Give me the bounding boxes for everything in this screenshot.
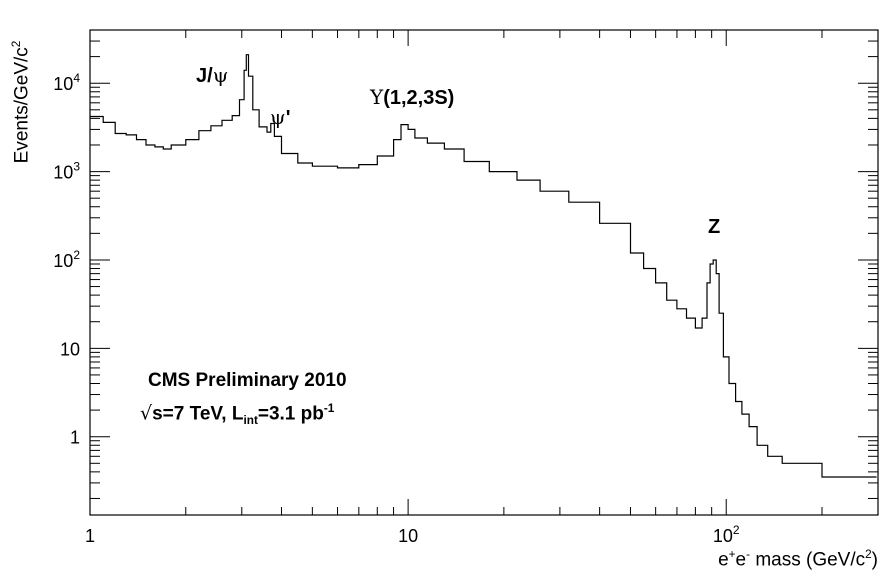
y-tick-label: 1 <box>70 428 80 448</box>
annotation-upsilon: Υ(1,2,3S) <box>370 85 455 109</box>
plot-frame <box>89 29 879 516</box>
y-tick-label: 102 <box>53 248 80 271</box>
experiment-label: CMS Preliminary 2010 <box>148 370 347 391</box>
y-tick-label: 10 <box>60 339 80 359</box>
annotation-z: Z <box>708 216 721 238</box>
y-tick-label: 103 <box>53 160 80 183</box>
x-tick-label: 1 <box>85 526 95 546</box>
x-axis-label: e+e- mass (GeV/c2) <box>718 548 878 571</box>
x-tick-label: 10 <box>398 526 418 546</box>
histogram-line <box>90 54 877 478</box>
energy-luminosity-label: √s=7 TeV, Lint=3.1 pb-1 <box>140 402 335 428</box>
annotation-psi-prime: ψ' <box>270 105 291 129</box>
x-tick-label: 102 <box>713 523 740 546</box>
annotation-jpsi: J/ψ <box>196 63 229 87</box>
y-tick-label: 104 <box>53 71 80 94</box>
y-axis-label: Events/GeV/c2 <box>10 40 33 164</box>
